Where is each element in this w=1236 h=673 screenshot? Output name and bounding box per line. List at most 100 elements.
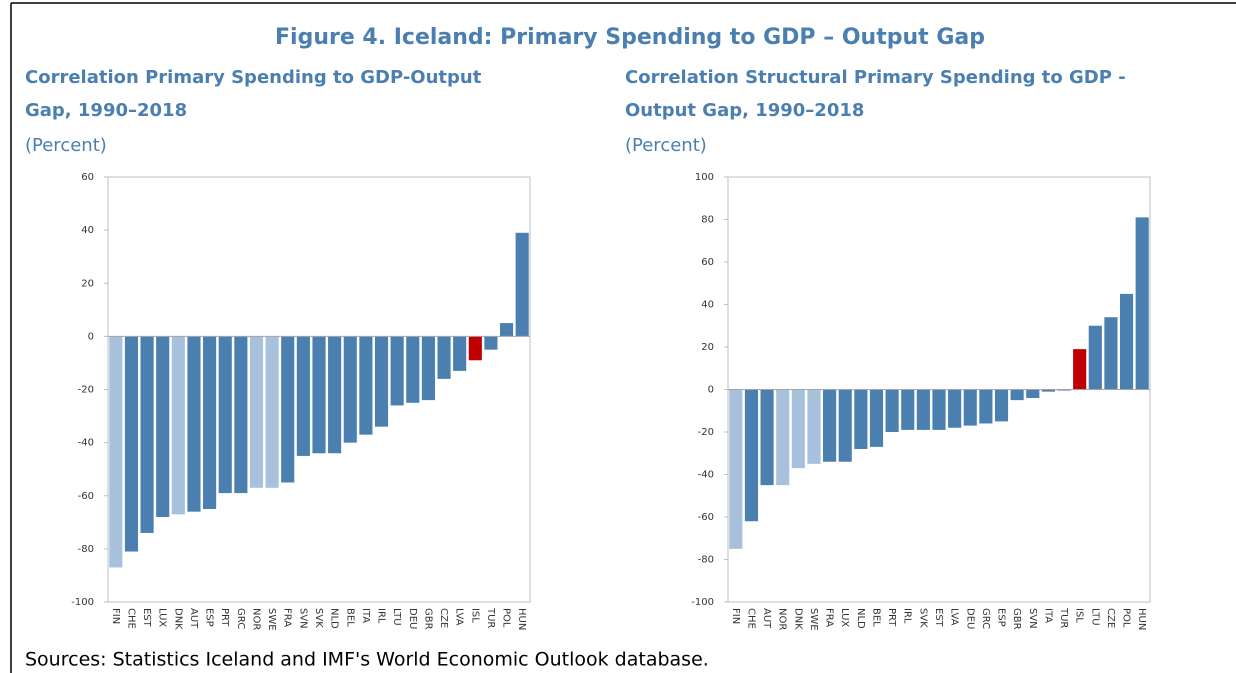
bar xyxy=(359,336,373,435)
bar xyxy=(729,389,743,549)
bar xyxy=(249,336,264,488)
bar xyxy=(1010,389,1024,401)
bar xyxy=(1073,349,1087,390)
x-tick-label: LVA xyxy=(949,608,960,626)
y-tick-label: 80 xyxy=(701,215,714,226)
x-tick-label: ISL xyxy=(1074,608,1085,623)
x-tick-label: TUR xyxy=(1058,607,1069,628)
bar xyxy=(156,336,170,517)
x-tick-label: SVN xyxy=(297,608,308,629)
x-tick-label: CZE xyxy=(1105,608,1116,628)
x-tick-label: LUX xyxy=(157,608,168,627)
x-tick-label: ISL xyxy=(469,608,480,623)
x-tick-label: HUN xyxy=(1136,608,1147,630)
y-tick-label: -60 xyxy=(78,491,94,502)
x-tick-label: GRC xyxy=(980,608,991,629)
x-tick-label: ITA xyxy=(360,608,371,623)
x-tick-label: DNK xyxy=(792,608,803,630)
y-tick-label: 100 xyxy=(695,172,714,183)
bar xyxy=(948,389,962,428)
x-tick-label: ITA xyxy=(1042,608,1053,623)
bar xyxy=(838,389,852,462)
bar xyxy=(901,389,915,430)
x-tick-label: TUR xyxy=(485,607,496,628)
chart-title: Correlation Structural Primary Spending … xyxy=(625,67,1126,88)
x-tick-label: POL xyxy=(1121,608,1132,628)
bar xyxy=(187,336,201,512)
bar xyxy=(515,232,529,337)
y-tick-label: 0 xyxy=(88,331,94,342)
y-tick-label: 0 xyxy=(708,385,714,396)
x-tick-label: EST xyxy=(933,608,944,628)
x-tick-label: CZE xyxy=(438,608,449,628)
y-tick-label: -100 xyxy=(691,597,714,608)
x-tick-label: ESP xyxy=(204,608,215,627)
y-tick-label: 60 xyxy=(81,172,94,183)
x-tick-label: IRL xyxy=(902,608,913,624)
bar xyxy=(1135,217,1149,390)
x-tick-label: AUT xyxy=(761,608,772,629)
x-tick-label: NLD xyxy=(329,608,340,629)
bar xyxy=(979,389,993,424)
bar xyxy=(265,336,279,488)
bar xyxy=(437,336,451,379)
chart-title: Gap, 1990–2018 xyxy=(25,100,187,121)
bar xyxy=(869,389,884,447)
bar xyxy=(791,389,805,469)
bar xyxy=(406,336,420,403)
bar xyxy=(1119,293,1134,390)
chart-title: Output Gap, 1990–2018 xyxy=(625,100,864,121)
bar xyxy=(312,336,326,454)
x-tick-label: GRC xyxy=(235,608,246,629)
y-tick-label: 40 xyxy=(81,225,94,236)
bar xyxy=(1041,389,1055,392)
bar xyxy=(374,336,389,427)
bar xyxy=(854,389,868,449)
x-tick-label: EST xyxy=(141,608,152,628)
x-tick-label: FIN xyxy=(110,608,121,624)
x-tick-label: DEU xyxy=(964,608,975,629)
x-tick-label: LVA xyxy=(454,608,465,626)
y-tick-label: -80 xyxy=(78,544,94,555)
figure-title: Figure 4. Iceland: Primary Spending to G… xyxy=(275,25,985,50)
bar xyxy=(124,336,139,552)
x-tick-label: HUN xyxy=(516,608,527,630)
bar xyxy=(328,336,342,454)
bar xyxy=(390,336,404,406)
x-tick-label: LTU xyxy=(1089,608,1100,626)
bar xyxy=(281,336,295,483)
bar xyxy=(499,323,514,337)
bar xyxy=(218,336,232,494)
bar xyxy=(963,389,977,426)
bar xyxy=(171,336,185,515)
x-tick-label: DEU xyxy=(407,608,418,629)
bar xyxy=(1088,325,1102,390)
bar xyxy=(484,336,498,350)
x-tick-label: SWE xyxy=(808,608,819,631)
bar xyxy=(234,336,248,494)
bar xyxy=(760,389,774,486)
x-tick-label: NOR xyxy=(777,608,788,630)
bar xyxy=(1104,317,1118,390)
x-tick-label: FRA xyxy=(824,608,835,627)
source-note: Sources: Statistics Iceland and IMF's Wo… xyxy=(25,649,709,671)
x-tick-label: CHE xyxy=(745,608,756,629)
bar xyxy=(807,389,821,464)
x-tick-label: GBR xyxy=(422,608,433,630)
bar xyxy=(885,389,899,432)
bar xyxy=(468,336,482,361)
bar xyxy=(916,389,930,430)
x-tick-label: SWE xyxy=(266,608,277,631)
bar xyxy=(1057,389,1071,391)
y-tick-label: 60 xyxy=(701,257,714,268)
x-tick-label: FIN xyxy=(730,608,741,624)
x-tick-label: LUX xyxy=(839,608,850,627)
chart-title: Correlation Primary Spending to GDP-Outp… xyxy=(25,67,482,88)
bar xyxy=(453,336,467,371)
bar xyxy=(994,389,1009,422)
bar xyxy=(343,336,357,443)
x-tick-label: BEL xyxy=(344,608,355,627)
y-tick-label: -40 xyxy=(698,470,714,481)
x-tick-label: ESP xyxy=(996,608,1007,627)
